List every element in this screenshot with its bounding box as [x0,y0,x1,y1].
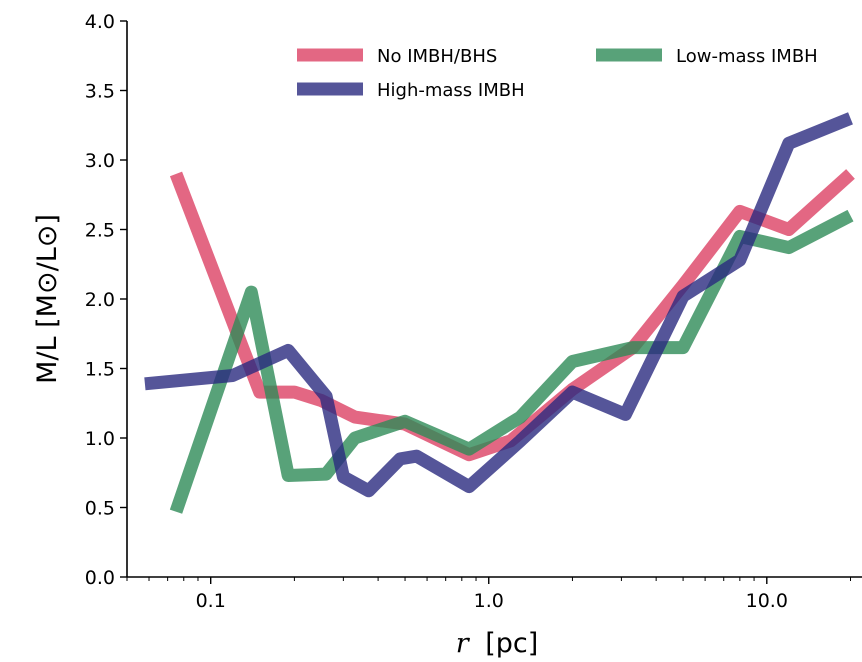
legend: No IMBH/BHS High-mass IMBH Low-mass IMBH [297,46,818,101]
axes [126,21,862,578]
ticks: 0.0 0.5 1.0 1.5 2.0 2.5 3.0 3.5 4.0 0.1 1.0 10.0 [85,11,851,612]
legend-label-0: No IMBH/BHS [377,46,497,67]
y-tick-label: 1.5 [85,359,115,381]
series-line-2 [144,112,853,498]
x-tick-label: 10.0 [746,590,788,612]
series-layer [144,112,855,514]
legend-label-2: High-mass IMBH [377,80,525,101]
y-tick-label: 2.0 [85,289,115,311]
x-axis-label: r [pc] [456,628,539,659]
x-axis-label-unit: [pc] [485,628,538,659]
y-tick-label: 3.5 [85,81,115,103]
series-line-0 [169,169,855,462]
y-tick-label: 1.0 [85,428,115,450]
y-tick-label: 3.0 [85,150,115,172]
x-tick-label: 0.1 [196,590,226,612]
y-tick-label: 0.0 [85,567,115,589]
y-tick-label: 0.5 [85,498,115,520]
x-tick-label: 1.0 [474,590,504,612]
y-tick-label: 2.5 [85,220,115,242]
y-axis-label: M/L [M⊙/L⊙] [32,214,63,384]
legend-label-1: Low-mass IMBH [676,46,818,67]
x-axis-label-symbol: r [456,628,471,659]
y-tick-label: 4.0 [85,11,115,33]
series-line-1 [169,209,854,514]
